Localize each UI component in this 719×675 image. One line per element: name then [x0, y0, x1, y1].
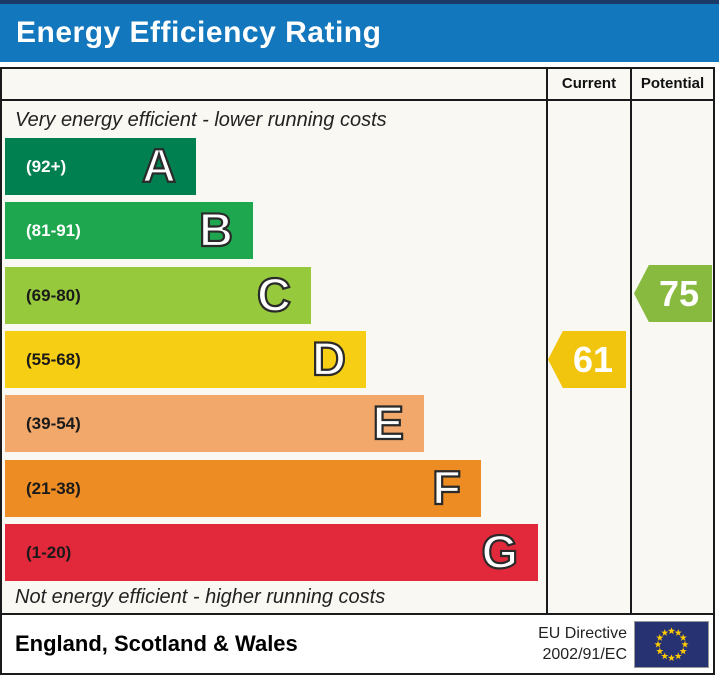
efficiency-note-top: Very energy efficient - lower running co… — [15, 109, 387, 131]
band-row-a: (92+) A — [5, 138, 196, 195]
footer-region-label: England, Scotland & Wales — [15, 631, 298, 656]
efficiency-note-bottom: Not energy efficient - higher running co… — [15, 586, 386, 608]
band-range-label: (1-20) — [26, 543, 72, 562]
band-row-b: (81-91) B — [5, 202, 253, 259]
footer-row: England, Scotland & Wales EU Directive 2… — [2, 613, 713, 673]
band-letter: C — [256, 267, 292, 322]
band-row-g: (1-20) G — [5, 524, 538, 581]
column-header-potential: Potential — [640, 75, 705, 92]
band-letter: G — [480, 524, 519, 579]
column-header-current: Current — [561, 75, 617, 92]
potential-rating-arrow: 75 — [634, 265, 712, 322]
band-row-c: (69-80) C — [5, 267, 311, 324]
band-range-label: (69-80) — [26, 286, 81, 305]
eu-flag-icon — [634, 621, 709, 668]
rating-table: Current Potential Very energy efficient … — [0, 67, 715, 675]
band-letter: A — [141, 138, 177, 193]
band-letter: B — [198, 202, 234, 257]
band-range-label: (81-91) — [26, 221, 81, 240]
band-letter: E — [372, 395, 406, 450]
current-rating-value: 61 — [572, 339, 614, 380]
column-divider-potential — [630, 69, 632, 613]
band-letter: D — [311, 331, 347, 386]
potential-rating-value: 75 — [658, 273, 700, 314]
page-title: Energy Efficiency Rating — [16, 16, 382, 49]
band-row-e: (39-54) E — [5, 395, 424, 452]
eu-directive-line2: 2002/91/EC — [542, 646, 627, 663]
table-header-row: Current Potential — [2, 69, 713, 101]
band-range-label: (39-54) — [26, 414, 81, 433]
eu-directive-line1: EU Directive — [538, 625, 627, 642]
band-row-d: (55-68) D — [5, 331, 366, 388]
column-divider-current — [546, 69, 548, 613]
current-rating-arrow: 61 — [548, 331, 626, 388]
band-letter: F — [431, 460, 462, 515]
band-range-label: (21-38) — [26, 479, 81, 498]
band-range-label: (92+) — [26, 157, 67, 176]
band-range-label: (55-68) — [26, 350, 81, 369]
eu-directive-label: EU Directive 2002/91/EC — [538, 623, 627, 665]
title-bar: Energy Efficiency Rating — [0, 0, 719, 62]
band-row-f: (21-38) F — [5, 460, 481, 517]
